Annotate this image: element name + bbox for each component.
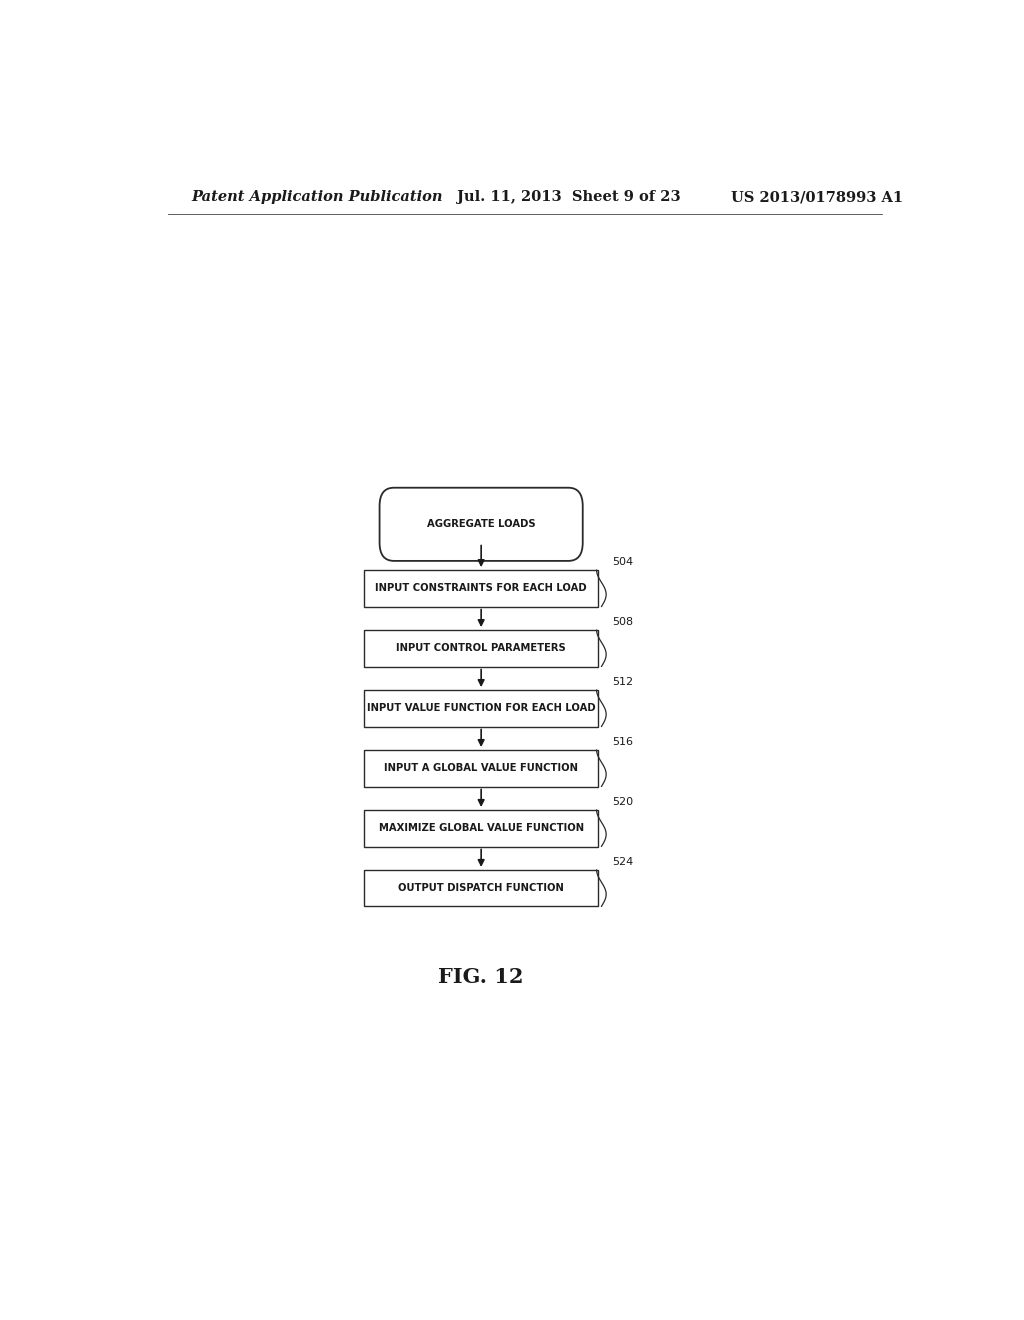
Text: 512: 512 (612, 677, 634, 686)
Bar (365, 570, 598, 607)
Text: US 2013/0178993 A1: US 2013/0178993 A1 (731, 190, 903, 205)
Text: OUTPUT DISPATCH FUNCTION: OUTPUT DISPATCH FUNCTION (398, 883, 564, 894)
Bar (365, 630, 598, 667)
Bar (365, 750, 598, 787)
Text: Jul. 11, 2013  Sheet 9 of 23: Jul. 11, 2013 Sheet 9 of 23 (458, 190, 681, 205)
Text: INPUT CONSTRAINTS FOR EACH LOAD: INPUT CONSTRAINTS FOR EACH LOAD (376, 583, 587, 593)
Text: INPUT VALUE FUNCTION FOR EACH LOAD: INPUT VALUE FUNCTION FOR EACH LOAD (367, 704, 596, 713)
Bar (365, 810, 598, 846)
Text: 508: 508 (612, 616, 634, 627)
Text: Patent Application Publication: Patent Application Publication (191, 190, 443, 205)
Text: MAXIMIZE GLOBAL VALUE FUNCTION: MAXIMIZE GLOBAL VALUE FUNCTION (379, 824, 584, 833)
Text: INPUT A GLOBAL VALUE FUNCTION: INPUT A GLOBAL VALUE FUNCTION (384, 763, 579, 774)
Text: 504: 504 (612, 557, 634, 566)
Bar (365, 870, 598, 907)
Text: FIG. 12: FIG. 12 (438, 966, 524, 986)
Text: 516: 516 (612, 737, 634, 747)
Text: 524: 524 (612, 857, 634, 867)
Text: INPUT CONTROL PARAMETERS: INPUT CONTROL PARAMETERS (396, 643, 566, 653)
Bar (365, 690, 598, 726)
Text: 520: 520 (612, 797, 634, 807)
FancyBboxPatch shape (380, 487, 583, 561)
Text: AGGREGATE LOADS: AGGREGATE LOADS (427, 519, 536, 529)
